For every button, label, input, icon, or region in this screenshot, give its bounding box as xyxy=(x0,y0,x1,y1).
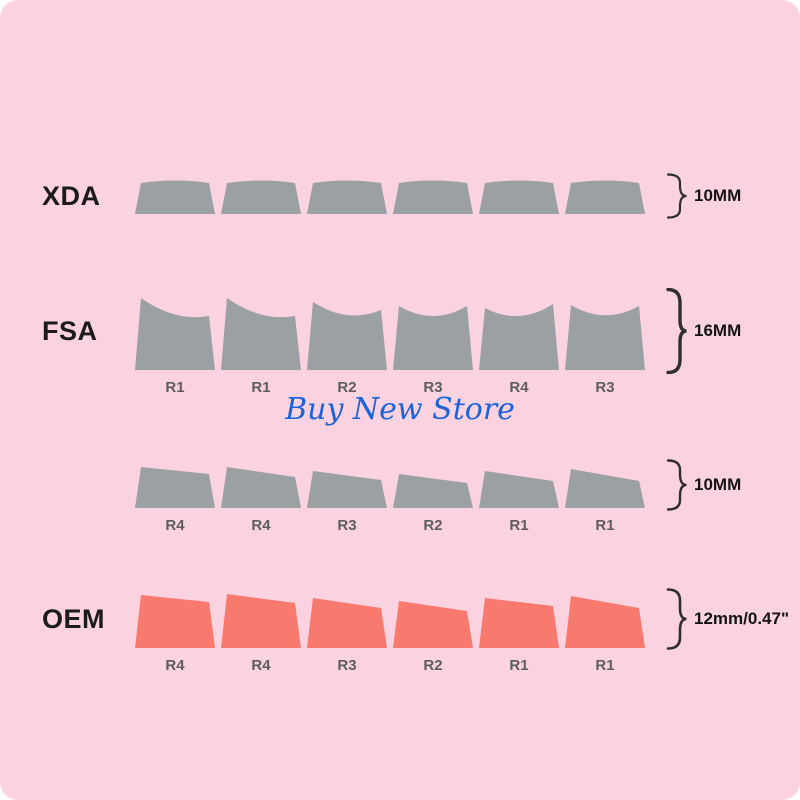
height-brace-icon xyxy=(666,173,687,219)
row-position-label: R4 xyxy=(251,657,271,674)
row-position-label: R3 xyxy=(423,379,443,396)
keycap-row-shapes xyxy=(135,594,645,648)
keycap-shape xyxy=(135,180,215,214)
keycap-shape xyxy=(393,306,473,370)
keycap-shape xyxy=(479,304,559,370)
keycap-shape xyxy=(135,467,215,508)
keycap-shape xyxy=(135,595,215,648)
keycap-shape xyxy=(307,302,387,370)
keycap-shape xyxy=(307,598,387,648)
row-position-label: R1 xyxy=(595,657,615,674)
profile-name: XDA xyxy=(42,180,101,211)
row-position-labels: R1 R1 R2 R3 R4 R3 xyxy=(135,379,645,396)
height-brace-icon xyxy=(666,459,687,511)
row-position-label: R3 xyxy=(337,657,357,674)
profile-name: OEM xyxy=(42,603,106,634)
row-position-label: R1 xyxy=(509,517,529,534)
row-position-label: R4 xyxy=(165,657,185,674)
row-position-label: R3 xyxy=(337,517,357,534)
height-brace-icon xyxy=(666,288,687,374)
row-position-label: R4 xyxy=(251,517,271,534)
keycap-shape xyxy=(479,598,559,648)
brace-stroke xyxy=(666,288,687,374)
brace-stroke xyxy=(666,173,687,219)
row-position-label: R4 xyxy=(165,517,185,534)
row-position-label: R2 xyxy=(337,379,357,396)
keycap-shape xyxy=(221,594,301,648)
height-measurement: 12mm/0.47" xyxy=(694,609,790,628)
row-position-label: R2 xyxy=(423,657,443,674)
keycap-shape xyxy=(221,467,301,508)
height-measurement: 16MM xyxy=(694,321,742,340)
row-position-labels: R4 R4 R3 R2 R1 R1 xyxy=(135,657,645,674)
keycap-shape xyxy=(479,180,559,214)
keycap-shape xyxy=(393,180,473,214)
keycap-shape xyxy=(307,471,387,508)
keycap-row-shapes xyxy=(135,298,645,370)
keycap-shape xyxy=(307,180,387,214)
keycap-shape xyxy=(479,471,559,508)
keycap-shape xyxy=(135,298,215,370)
height-measurement: 10MM xyxy=(694,186,742,205)
row-position-label: R4 xyxy=(509,379,529,396)
profile-name: FSA xyxy=(42,315,98,346)
keycap-shape xyxy=(393,474,473,508)
keycap-shape xyxy=(565,469,645,508)
keycap-row-shapes xyxy=(135,180,645,214)
row-position-labels: R4 R4 R3 R2 R1 R1 xyxy=(135,517,645,534)
row-position-label: R1 xyxy=(165,379,185,396)
keycap-shape xyxy=(565,596,645,648)
row-position-label: R1 xyxy=(595,517,615,534)
keycap-shape xyxy=(393,601,473,648)
row-position-label: R2 xyxy=(423,517,443,534)
brace-stroke xyxy=(666,588,687,650)
keycap-shape xyxy=(565,180,645,214)
keycap-shape xyxy=(221,298,301,370)
keycap-shape xyxy=(221,180,301,214)
height-measurement: 10MM xyxy=(694,475,742,494)
keycap-row-shapes xyxy=(135,467,645,508)
row-position-label: R1 xyxy=(251,379,271,396)
row-position-label: R1 xyxy=(509,657,529,674)
store-watermark: Buy New Store xyxy=(285,392,515,427)
brace-stroke xyxy=(666,459,687,511)
row-position-label: R3 xyxy=(595,379,615,396)
keycap-shape xyxy=(565,305,645,370)
height-brace-icon xyxy=(666,588,687,650)
